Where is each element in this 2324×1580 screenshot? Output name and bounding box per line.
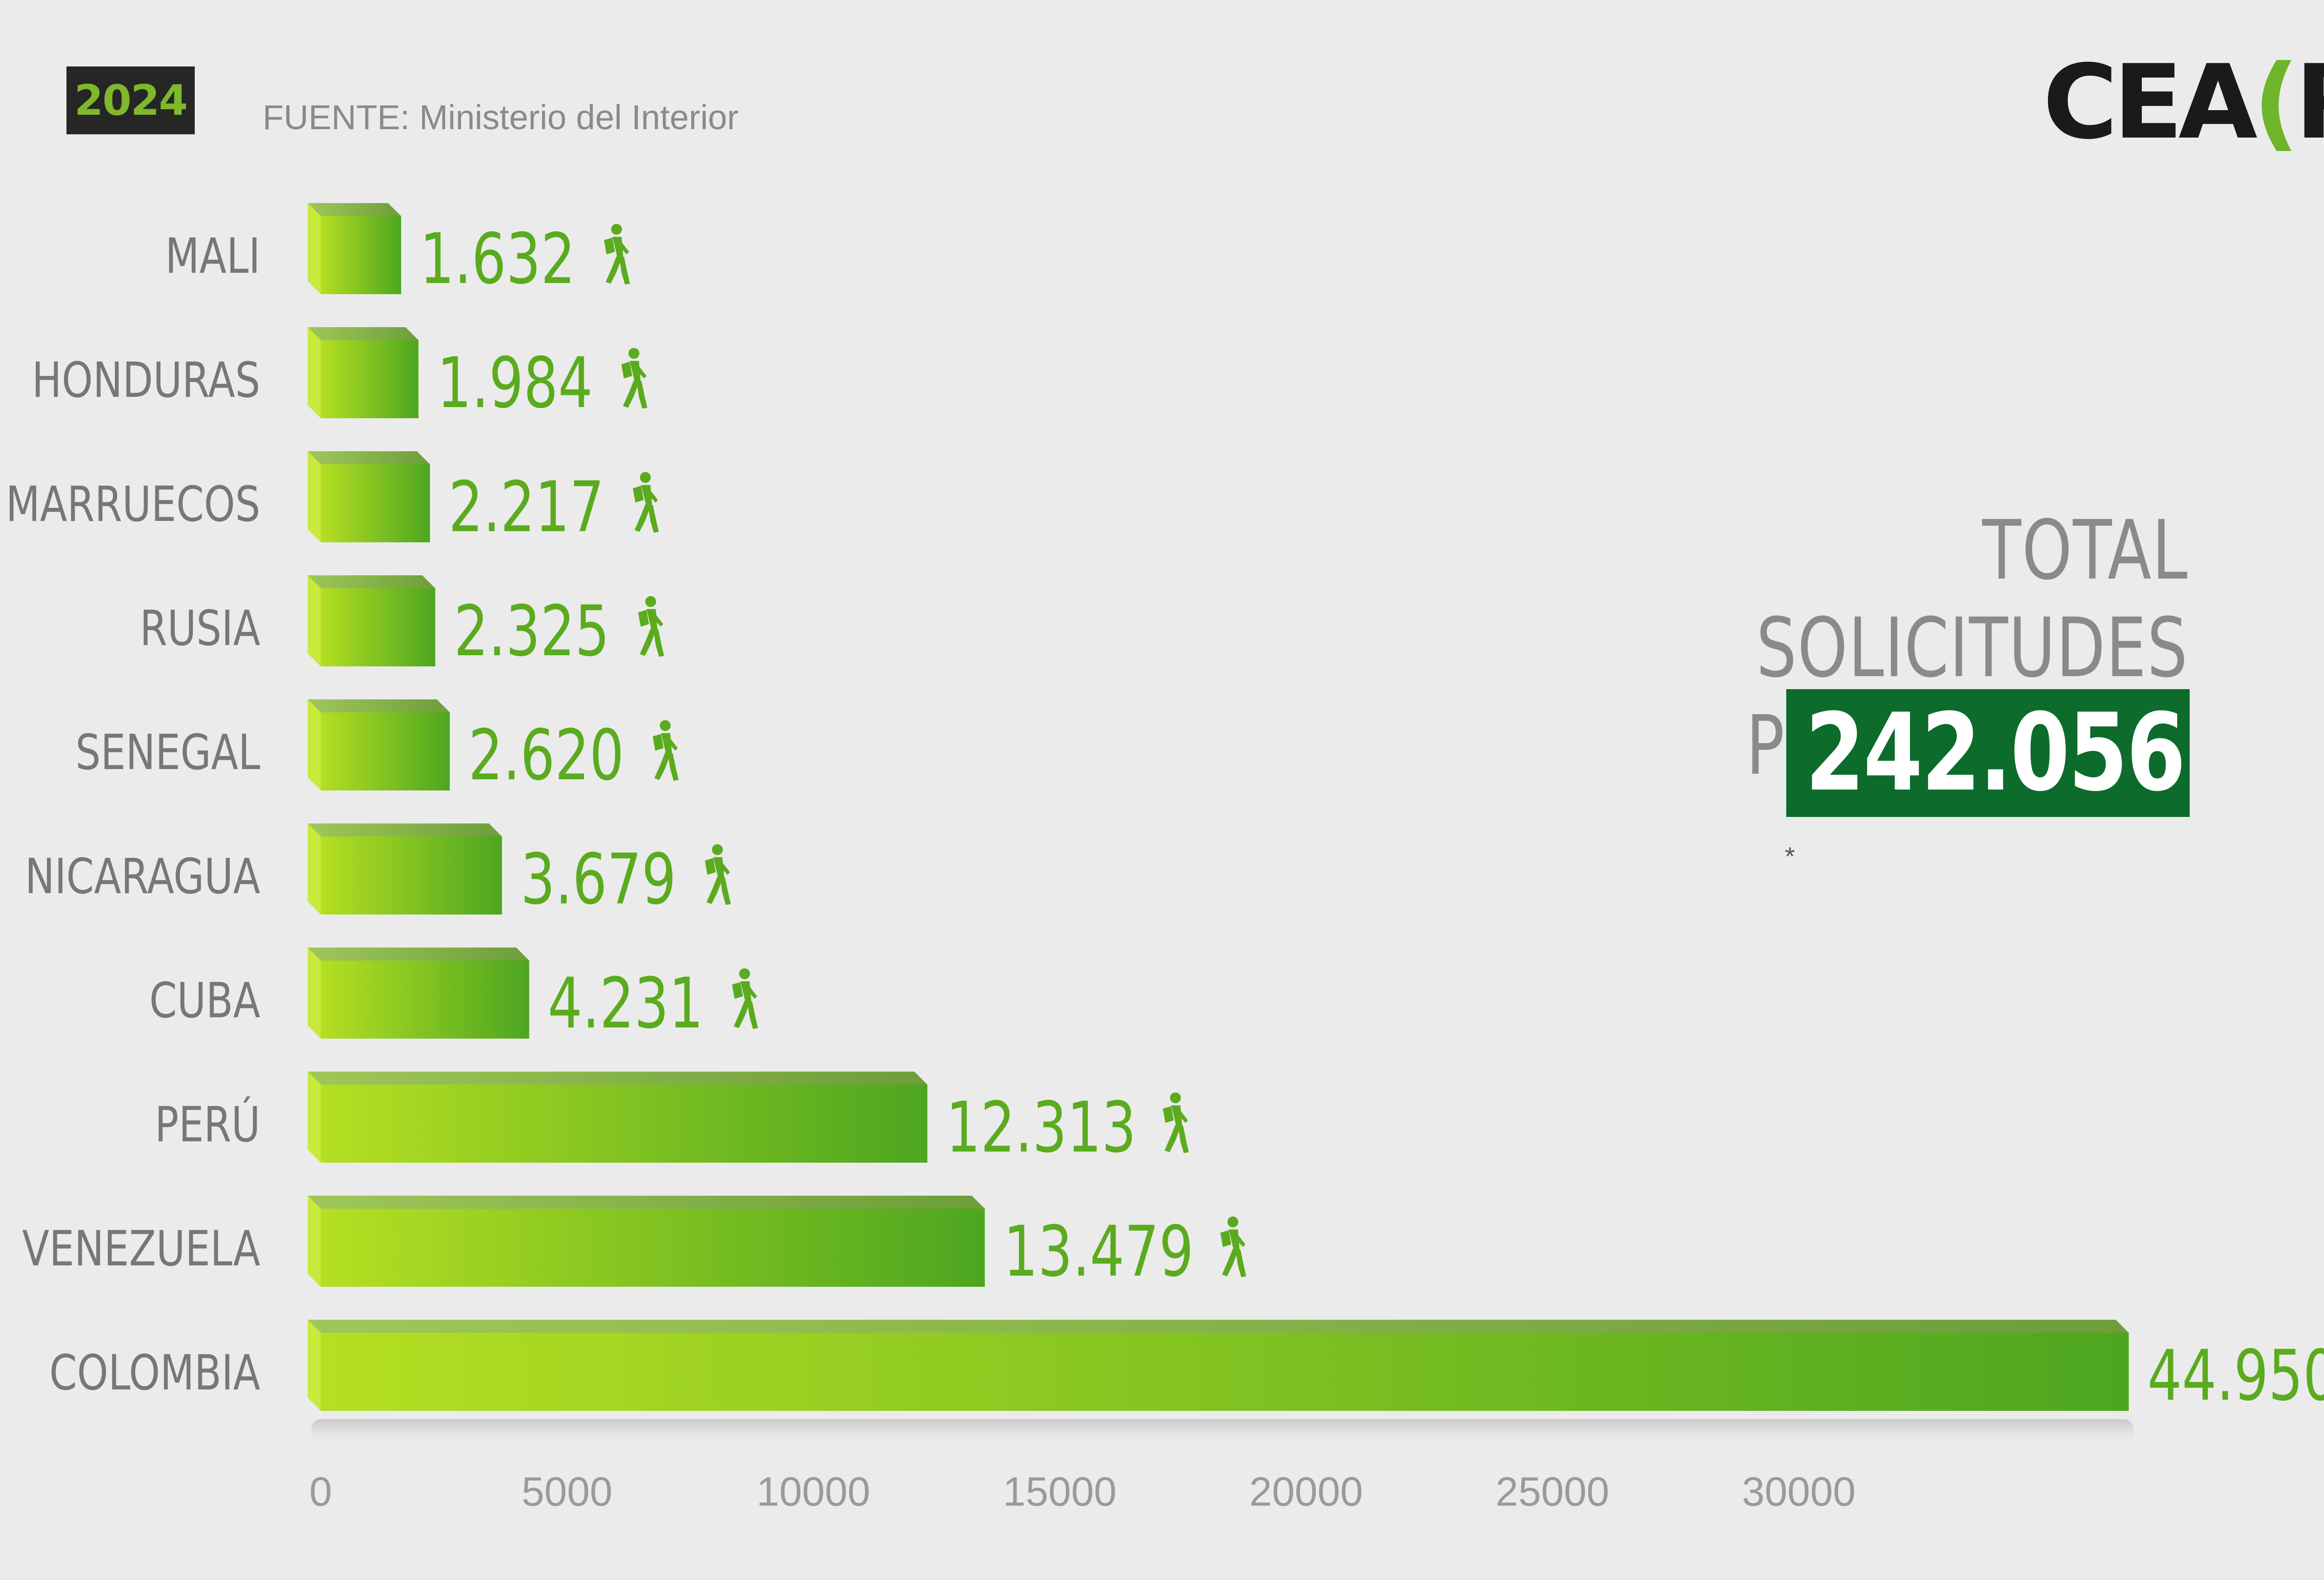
hiker-icon [621, 348, 647, 409]
bar-left-face [308, 1196, 321, 1287]
bar [321, 712, 450, 790]
logo-letter: R [2295, 43, 2324, 162]
bar-top-face [308, 575, 436, 588]
value-label: 44.950 [2147, 1335, 2324, 1416]
bar [321, 836, 502, 915]
bar-left-face [308, 823, 321, 915]
value-label: 2.620 [469, 715, 624, 796]
bar-top-face [308, 1196, 985, 1209]
value-label: 1.632 [420, 218, 575, 300]
x-tick-label: 25000 [1496, 1468, 1610, 1514]
x-tick-label: 15000 [1003, 1468, 1117, 1514]
bar [321, 464, 430, 542]
bar-row: MALI 1.632 [165, 203, 630, 300]
value-label: 4.231 [548, 963, 703, 1044]
hiker-icon [1162, 1092, 1189, 1153]
x-tick-label: 0 [310, 1468, 332, 1514]
value-label: 13.479 [1004, 1211, 1194, 1292]
bar-left-face [308, 1072, 321, 1163]
bar [321, 1085, 928, 1163]
bar-left-face [308, 203, 321, 294]
bar [321, 588, 436, 666]
logo-bracket-open: ( [2253, 43, 2299, 162]
value-label: 2.217 [449, 467, 604, 548]
bar-row: RUSIA 2.325 [140, 575, 664, 672]
total-box: 242.056 [1786, 689, 2190, 817]
source-note: FUENTE: Ministerio del Interior [263, 98, 739, 137]
value-label: 2.325 [454, 591, 609, 672]
x-tick-label: 10000 [757, 1468, 871, 1514]
bar-row: PERÚ 12.313 [155, 1072, 1189, 1168]
bar-left-face [308, 699, 321, 790]
bar-top-face [308, 948, 529, 961]
hiker-icon [638, 596, 664, 657]
category-label: MALI [165, 229, 260, 284]
category-label: SENEGAL [75, 725, 260, 781]
x-tick-label: 20000 [1249, 1468, 1363, 1514]
hiker-icon [633, 472, 659, 533]
bar-row: NICARAGUA 3.679 [25, 823, 731, 920]
bar-row: MARRUECOS 2.217 [6, 451, 659, 548]
total-value: 242.056 [1805, 691, 2186, 815]
bar-top-face [308, 699, 450, 712]
bar-row: SENEGAL 2.620 [75, 699, 679, 796]
value-label: 12.313 [946, 1087, 1136, 1168]
hiker-icon [732, 968, 758, 1029]
hiker-icon [705, 844, 731, 905]
hiker-icon [653, 720, 679, 781]
cear-logo: CEA(R) [2043, 49, 2324, 156]
bar-row: HONDURAS 1.984 [32, 327, 647, 424]
bar [321, 961, 529, 1039]
category-label: RUSIA [140, 601, 260, 657]
category-label: PERÚ [155, 1097, 260, 1153]
bar-shadow [311, 1419, 2133, 1447]
bar-top-face [308, 203, 401, 216]
bar-row: CUBA 4.231 [149, 948, 758, 1044]
bar [321, 340, 419, 418]
bar [321, 1209, 985, 1287]
bar-left-face [308, 1320, 321, 1411]
bar-top-face [308, 327, 419, 340]
category-label: COLOMBIA [49, 1345, 260, 1401]
bar-left-face [308, 575, 321, 666]
bar-top-face [308, 823, 502, 836]
logo-main: CEA [2043, 43, 2258, 162]
bar-top-face [308, 451, 430, 464]
bar-left-face [308, 327, 321, 418]
bar [321, 1333, 2129, 1411]
total-title-line1: TOTAL SOLICITUDES [1756, 503, 2188, 696]
bar-left-face [308, 451, 321, 542]
hiker-icon [604, 224, 630, 285]
bar-top-face [308, 1072, 928, 1085]
value-label: 1.984 [437, 342, 593, 424]
footnote: * [1785, 842, 1795, 871]
bar-left-face [308, 948, 321, 1039]
bar-row: VENEZUELA 13.479 [22, 1196, 1247, 1292]
x-tick-label: 5000 [522, 1468, 613, 1514]
value-label: 3.679 [521, 839, 676, 920]
bar-row: COLOMBIA 44.950 [49, 1320, 2324, 1447]
bar [321, 216, 401, 294]
category-label: NICARAGUA [25, 849, 260, 905]
hiker-icon [1220, 1216, 1247, 1277]
category-label: CUBA [149, 973, 260, 1029]
category-label: VENEZUELA [22, 1221, 260, 1277]
category-label: HONDURAS [32, 353, 260, 408]
bar-top-face [308, 1320, 2129, 1333]
category-label: MARRUECOS [6, 477, 260, 533]
year-badge: 2024 [66, 66, 195, 134]
x-tick-label: 30000 [1742, 1468, 1856, 1514]
